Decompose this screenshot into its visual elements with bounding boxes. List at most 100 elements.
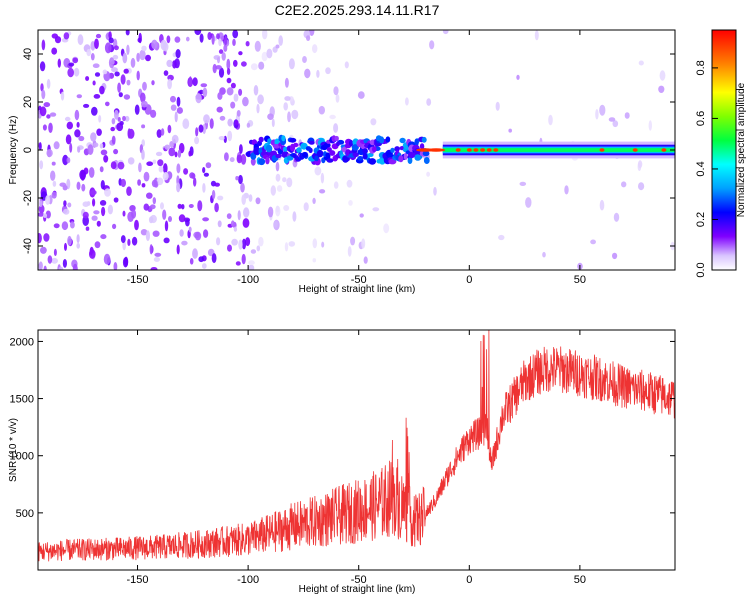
- heatmap-noise-cell: [227, 130, 233, 142]
- heatmap-noise-cell: [203, 172, 209, 177]
- heatmap-noise-cell: [214, 202, 219, 213]
- heatmap-noise-cell: [141, 100, 148, 108]
- heatmap-noise-cell: [238, 51, 243, 56]
- heatmap-noise-cell: [126, 79, 131, 86]
- heatmap-noise-cell: [58, 266, 64, 270]
- heatmap-noise-cell: [256, 245, 261, 252]
- heatmap-noise-cell: [99, 85, 105, 95]
- heatmap-noise-cell: [202, 183, 206, 193]
- heatmap-noise-cell: [136, 70, 140, 81]
- heatmap-noise-cell: [181, 240, 188, 246]
- heatmap-noise-cell: [233, 93, 239, 102]
- spectrogram-x-tick-label: 0: [466, 274, 472, 286]
- heatmap-noise-cell: [163, 163, 168, 174]
- heatmap-noise-cell: [335, 94, 340, 103]
- heatmap-noise-cell: [122, 52, 128, 64]
- heatmap-noise-cell: [245, 41, 250, 47]
- heatmap-noise-cell: [286, 177, 293, 188]
- heatmap-noise-cell: [258, 61, 265, 70]
- heatmap-band-cell: [265, 144, 273, 153]
- heatmap-noise-cell: [189, 172, 195, 179]
- spectrogram-x-tick-label: -50: [351, 274, 367, 286]
- heatmap-noise-cell: [275, 173, 281, 182]
- heatmap-noise-cell: [156, 129, 162, 138]
- heatmap-noise-cell: [98, 115, 102, 123]
- heatmap-noise-cell: [346, 179, 353, 188]
- heatmap-noise-cell: [138, 162, 142, 173]
- heatmap-noise-cell: [312, 258, 317, 263]
- heatmap-noise-cell: [131, 236, 138, 246]
- heatmap-noise-cell: [188, 76, 193, 87]
- heatmap-noise-cell: [174, 36, 181, 43]
- heatmap-noise-cell: [168, 216, 172, 222]
- heatmap-noise-cell: [149, 244, 153, 255]
- heatmap-noise-cell: [257, 94, 264, 105]
- heatmap-noise-cell: [69, 142, 73, 153]
- heatmap-noise-cell: [40, 246, 47, 254]
- heatmap-noise-cell: [82, 215, 89, 226]
- heatmap-noise-cell: [145, 54, 151, 62]
- heatmap-carrier-band: [442, 148, 675, 152]
- heatmap-noise-cell: [168, 147, 176, 157]
- heatmap-noise-cell: [93, 210, 100, 215]
- heatmap-peak-cell: [661, 148, 667, 152]
- heatmap-noise-cell: [230, 101, 236, 109]
- heatmap-noise-cell: [43, 233, 50, 242]
- heatmap-noise-cell: [176, 182, 181, 193]
- heatmap-noise-cell: [350, 236, 356, 246]
- heatmap-noise-cell: [363, 256, 368, 264]
- snr-panel: -150 -100 -50 0 50 500 1000 1500 2000 Height of…: [8, 329, 676, 595]
- heatmap-noise-cell: [154, 252, 162, 257]
- heatmap-noise-cell: [62, 154, 69, 166]
- heatmap-noise-cell: [141, 124, 146, 129]
- heatmap-noise-cell: [85, 76, 90, 81]
- heatmap-band-cell: [414, 138, 419, 147]
- spectrogram-x-tick-label: 50: [574, 274, 586, 286]
- heatmap-band-cell: [408, 151, 416, 159]
- heatmap-noise-cell: [240, 182, 245, 193]
- heatmap-noise-cell: [72, 57, 79, 64]
- heatmap-noise-cell: [232, 30, 239, 39]
- heatmap-noise-cell: [248, 260, 255, 266]
- heatmap-noise-cell: [319, 189, 326, 194]
- heatmap-band-cell: [362, 148, 368, 154]
- heatmap-noise-cell: [283, 205, 290, 211]
- heatmap-noise-cell: [258, 236, 264, 247]
- heatmap-noise-cell: [312, 197, 316, 204]
- heatmap-noise-cell: [100, 234, 107, 240]
- heatmap-noise-cell: [124, 115, 130, 122]
- heatmap-band-cell: [368, 158, 377, 165]
- heatmap-noise-cell: [82, 201, 90, 207]
- heatmap-noise-cell: [359, 213, 364, 218]
- heatmap-noise-cell: [590, 239, 596, 245]
- heatmap-noise-cell: [123, 68, 129, 74]
- heatmap-noise-cell: [72, 263, 78, 270]
- spectrogram-panel: -150 -100 -50 0 50 -40 -20 0 20 40 Height of str…: [8, 29, 676, 295]
- heatmap-noise-cell: [64, 242, 67, 251]
- heatmap-noise-cell: [116, 122, 124, 132]
- heatmap-noise-cell: [233, 226, 238, 232]
- heatmap-band-cell: [385, 136, 391, 143]
- heatmap-noise-cell: [113, 197, 119, 203]
- snr-y-tick-label: 1000: [10, 451, 34, 463]
- heatmap-noise-cell: [43, 102, 51, 108]
- heatmap-noise-cell: [152, 159, 157, 164]
- heatmap-band-cell: [323, 142, 331, 148]
- spectrogram-x-ticks: -150 -100 -50 0 50: [127, 30, 586, 286]
- heatmap-noise-cell: [76, 181, 81, 190]
- heatmap-noise-cell: [241, 194, 246, 206]
- heatmap-noise-cell: [87, 144, 94, 156]
- heatmap-noise-cell: [612, 252, 618, 260]
- heatmap-noise-cell: [103, 155, 109, 163]
- heatmap-noise-cell: [426, 171, 430, 177]
- heatmap-noise-cell: [47, 255, 53, 264]
- heatmap-noise-cell: [103, 253, 111, 265]
- heatmap-noise-cell: [270, 185, 276, 196]
- heatmap-noise-cell: [188, 204, 194, 208]
- heatmap-noise-cell: [41, 89, 46, 100]
- heatmap-band-cell: [326, 158, 334, 163]
- heatmap-noise-cell: [94, 241, 101, 249]
- heatmap-noise-cell: [232, 38, 236, 47]
- heatmap-noise-cell: [383, 223, 390, 234]
- heatmap-noise-cell: [152, 230, 160, 237]
